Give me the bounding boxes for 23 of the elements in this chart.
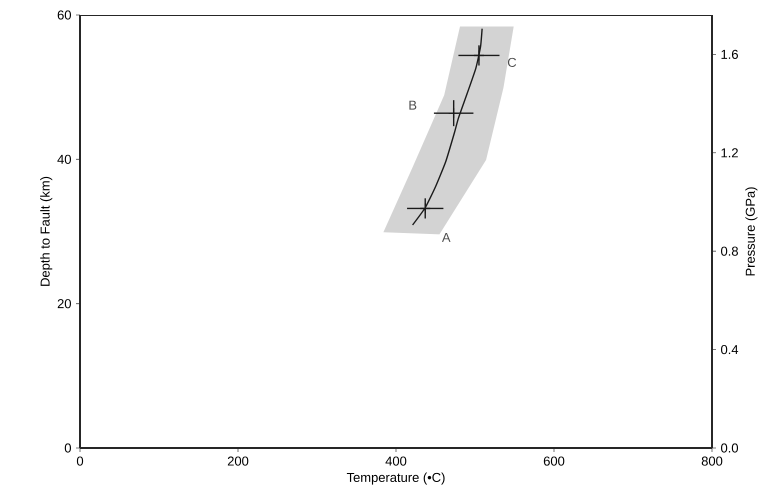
x-tick-label: 800 <box>702 456 722 466</box>
x-tick-label: 400 <box>385 456 406 466</box>
y2-tick-label: 1.2 <box>722 148 738 158</box>
annotation: C <box>508 58 516 68</box>
x-tick-label: 200 <box>228 456 248 466</box>
y2-tick-label: 1.6 <box>722 50 738 59</box>
y2-axis-title: Pressure (GPa) <box>745 187 758 276</box>
point <box>473 50 485 62</box>
y-tick-label: 0 <box>64 443 71 453</box>
y-axis-title: Depth to Fault (km) <box>40 176 52 286</box>
x-axis-title: Temperature (•C) <box>346 472 445 485</box>
x-tick-label: 600 <box>544 456 564 466</box>
y2-tick-label: 0.0 <box>721 443 738 453</box>
point <box>448 107 460 119</box>
x-tick-label: 0 <box>76 456 84 466</box>
y-tick-label: 40 <box>57 154 71 164</box>
annotation: B <box>409 100 416 110</box>
y2-tick-label: 0.4 <box>721 345 738 354</box>
y2-tick-label: 0.8 <box>721 246 738 256</box>
y-tick-label: 20 <box>58 299 71 308</box>
y-tick-label: 60 <box>58 10 71 20</box>
point <box>420 202 431 214</box>
annotation: A <box>442 233 451 242</box>
